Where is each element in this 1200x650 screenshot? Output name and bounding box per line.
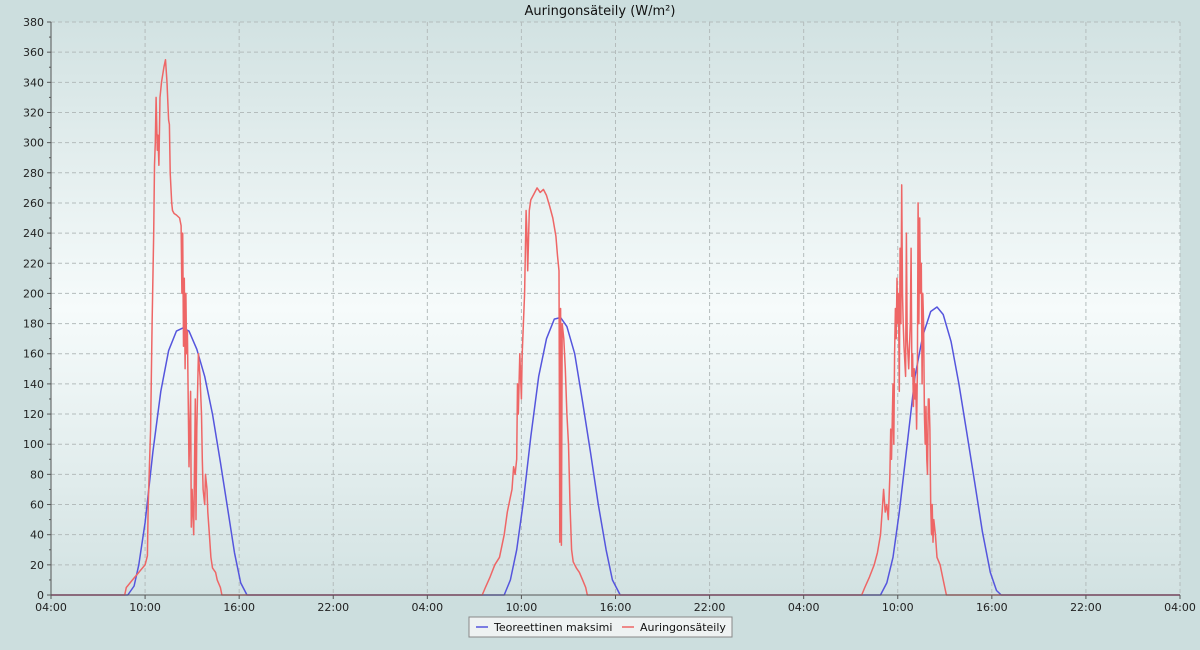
x-tick-label: 10:00 [506,601,538,614]
x-tick-label: 04:00 [1164,601,1196,614]
legend: Teoreettinen maksimi Auringonsäteily [468,616,733,638]
chart-title: Auringonsäteily (W/m²) [525,4,676,19]
y-tick-label: 140 [23,378,44,391]
x-tick-label: 04:00 [411,601,443,614]
y-tick-label: 220 [23,257,44,270]
y-tick-label: 0 [37,589,44,602]
y-tick-label: 120 [23,408,44,421]
y-tick-label: 260 [23,197,44,210]
y-tick-label: 100 [23,438,44,451]
x-tick-label: 16:00 [976,601,1008,614]
grid-lines [51,21,1181,595]
y-tick-label: 320 [23,106,44,119]
y-tick-label: 200 [23,287,44,300]
x-tick-label: 16:00 [223,601,255,614]
x-tick-label: 22:00 [694,601,726,614]
y-tick-label: 80 [30,468,44,481]
x-tick-label: 22:00 [1070,601,1102,614]
y-tick-label: 300 [23,137,44,150]
legend-box [468,616,733,638]
y-tick-label: 20 [30,559,44,572]
y-tick-label: 280 [23,167,44,180]
y-tick-label: 240 [23,227,44,240]
x-axis-ticks: 04:00 10:00 16:00 22:00 04:00 10:00 16:00 22:00… [35,595,1196,614]
x-tick-label: 04:00 [35,601,67,614]
x-tick-label: 10:00 [882,601,914,614]
y-tick-label: 380 [23,16,44,29]
y-tick-label: 360 [23,46,44,59]
legend-label-radiation: Auringonsäteily [640,621,726,634]
y-axis-ticks: 0 20 40 60 80 100 120 140 160 180 200 220 240 260 280 3… [23,16,51,602]
x-tick-label: 22:00 [317,601,349,614]
y-tick-label: 60 [30,499,44,512]
x-tick-label: 10:00 [129,601,161,614]
legend-label-theoretical: Teoreettinen maksimi [493,621,612,634]
y-tick-label: 180 [23,318,44,331]
y-tick-label: 340 [23,76,44,89]
x-tick-label: 16:00 [600,601,632,614]
y-tick-label: 160 [23,348,44,361]
series-layer [51,58,1180,596]
x-tick-label: 04:00 [788,601,820,614]
y-tick-label: 40 [30,529,44,542]
series-line-solar-radiation [51,58,1180,596]
